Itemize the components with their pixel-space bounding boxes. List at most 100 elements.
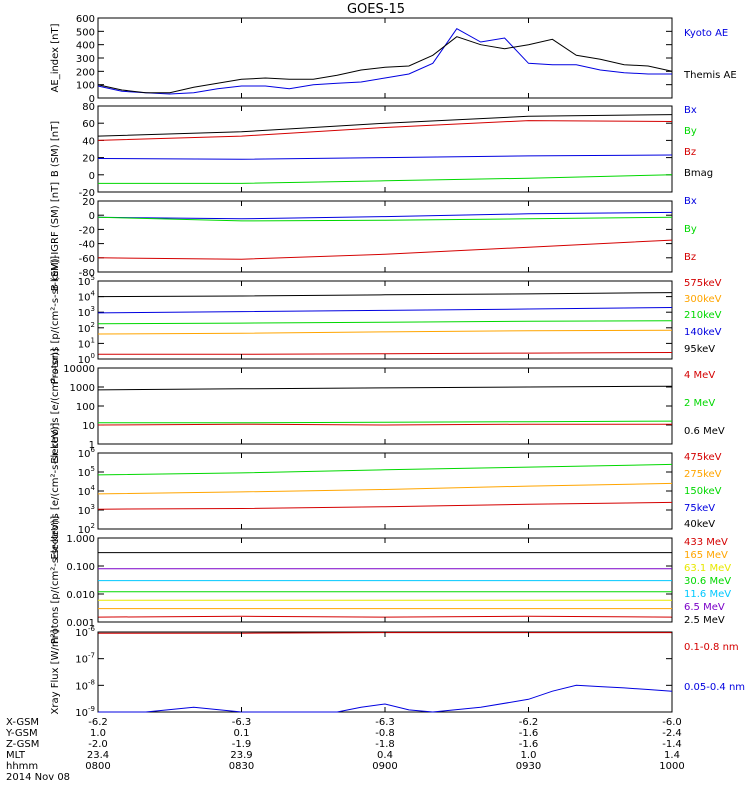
series-140kev-line <box>97 307 673 314</box>
x-label-x-gsm: -6.3 <box>375 717 395 728</box>
legend-300kev: 300keV <box>684 294 722 305</box>
x-label-hhmm: 0830 <box>229 761 254 772</box>
panel-frame <box>97 17 673 99</box>
panel-frame <box>97 367 673 445</box>
y-tick-label: 10-7 <box>75 652 95 666</box>
y-axis-label: Electrons [e/(cm²-s-sr)] <box>50 348 61 464</box>
legend-2-mev: 2 MeV <box>684 398 715 409</box>
y-tick-label: 10 <box>82 421 95 432</box>
y-tick-label: 105 <box>78 465 95 479</box>
panel-frame <box>97 280 673 360</box>
x-label-z-gsm: -1.8 <box>375 739 395 750</box>
y-tick-label: 10000 <box>63 364 95 375</box>
y-tick-label: 300 <box>76 54 95 65</box>
x-label-x-gsm: -6.2 <box>519 717 539 728</box>
series-300kev-line <box>97 329 673 335</box>
x-label-mlt: 23.9 <box>230 750 252 761</box>
x-label-hhmm: 0800 <box>85 761 110 772</box>
y-tick-label: 1.000 <box>66 534 95 545</box>
y-tick-label: 103 <box>78 305 95 319</box>
y-tick-label: 102 <box>78 321 95 335</box>
y-axis-label: Protons [p/(cm²-s-sr-keV)] <box>50 516 61 644</box>
y-tick-label: -20 <box>79 188 95 199</box>
y-tick-label: 40 <box>82 136 95 147</box>
series-bz-line <box>97 239 673 260</box>
y-tick-exponent: 2 <box>91 522 95 530</box>
x-row-label: X-GSM <box>6 717 39 728</box>
x-label-z-gsm: -2.0 <box>88 739 108 750</box>
y-tick-exponent: 5 <box>91 274 95 282</box>
x-row-label: Z-GSM <box>6 739 39 750</box>
y-tick-label: 20 <box>82 197 95 208</box>
series-95kev-line <box>97 292 673 298</box>
x-label-x-gsm: -6.2 <box>88 717 108 728</box>
legend-6-5-mev: 6.5 MeV <box>684 602 725 613</box>
y-tick-label: 100 <box>76 402 95 413</box>
x-row-label: 2014 Nov 08 <box>6 772 70 783</box>
panel-frame <box>97 200 673 273</box>
y-tick-exponent: -9 <box>88 705 95 713</box>
y-tick-label: 0 <box>89 171 95 182</box>
y-tick-label: 1000 <box>70 383 95 394</box>
legend-bz: Bz <box>684 147 696 158</box>
panel-b-sm-igrf: -80 -60 -40 -20 0 20 B (SM)-IGRF (SM) [nT] Bx By… <box>50 182 697 291</box>
legend-themis-ae: Themis AE <box>683 70 737 81</box>
y-tick-exponent: 3 <box>91 305 95 313</box>
series-275kev-line <box>97 482 673 495</box>
legend-bmag: Bmag <box>684 168 713 179</box>
x-label-y-gsm: 1.0 <box>90 728 106 739</box>
y-tick-label: -60 <box>79 254 95 265</box>
legend-475kev: 475keV <box>684 452 722 463</box>
y-tick-label: 104 <box>78 484 96 498</box>
legend-165-mev: 165 MeV <box>684 550 728 561</box>
series-bx-line <box>97 211 673 220</box>
y-tick-label: 106 <box>78 446 96 460</box>
x-row-label: MLT <box>6 750 26 761</box>
x-label-y-gsm: -1.6 <box>519 728 539 739</box>
legend-0-05-0-4-nm: 0.05-0.4 nm <box>684 682 745 693</box>
x-label-mlt: 23.4 <box>87 750 109 761</box>
panel-b-sm: -20 0 20 40 60 80 B (SM) [nT] Bx By Bz Bmag <box>50 102 713 199</box>
y-axis-label: B (SM) [nT] <box>50 121 61 177</box>
x-label-z-gsm: -1.9 <box>232 739 252 750</box>
y-tick-label: 600 <box>76 14 95 25</box>
legend-bx: Bx <box>684 105 697 116</box>
x-label-hhmm: 0900 <box>372 761 397 772</box>
y-tick-label: 0.100 <box>66 562 95 573</box>
legend-2-5-mev: 2.5 MeV <box>684 615 725 626</box>
series-themis-ae-line <box>97 36 673 94</box>
legend-150kev: 150keV <box>684 486 722 497</box>
y-tick-label: 0 <box>89 211 95 222</box>
y-tick-exponent: -7 <box>88 652 95 660</box>
x-label-y-gsm: -0.8 <box>375 728 395 739</box>
y-tick-exponent: 6 <box>91 446 96 454</box>
x-axis-table: -6.21.0-2.023.40800-6.30.1-1.923.90830-6… <box>5 18 685 783</box>
legend-bx: Bx <box>684 196 697 207</box>
x-label-x-gsm: -6.0 <box>662 717 682 728</box>
y-tick-label: 60 <box>82 119 95 130</box>
y-tick-label: 1 <box>89 440 95 451</box>
y-tick-label: 10-8 <box>75 678 95 692</box>
x-label-hhmm: 1000 <box>659 761 684 772</box>
x-label-z-gsm: -1.4 <box>662 739 682 750</box>
legend-0-1-0-8-nm: 0.1-0.8 nm <box>684 642 739 653</box>
legend-11-6-mev: 11.6 MeV <box>684 589 731 600</box>
legend-bz: Bz <box>684 252 696 263</box>
y-axis-label: B (SM)-IGRF (SM) [nT] <box>50 182 61 291</box>
x-label-y-gsm: -2.4 <box>662 728 682 739</box>
series-kyoto-ae-line <box>97 28 672 95</box>
series-bmag-line <box>97 114 673 137</box>
x-label-x-gsm: -6.3 <box>232 717 252 728</box>
x-label-mlt: 1.0 <box>521 750 537 761</box>
y-tick-label: 101 <box>78 336 95 350</box>
panel-frame <box>97 537 673 623</box>
panel-frame <box>97 105 673 193</box>
panel-ae-index: 0 100 200 300 400 500 600 AE_index [nT] Kyoto AE… <box>50 14 737 105</box>
series-0-6-mev-line <box>97 385 673 391</box>
x-row-label: Y-GSM <box>5 728 38 739</box>
y-tick-exponent: -6 <box>88 625 96 633</box>
